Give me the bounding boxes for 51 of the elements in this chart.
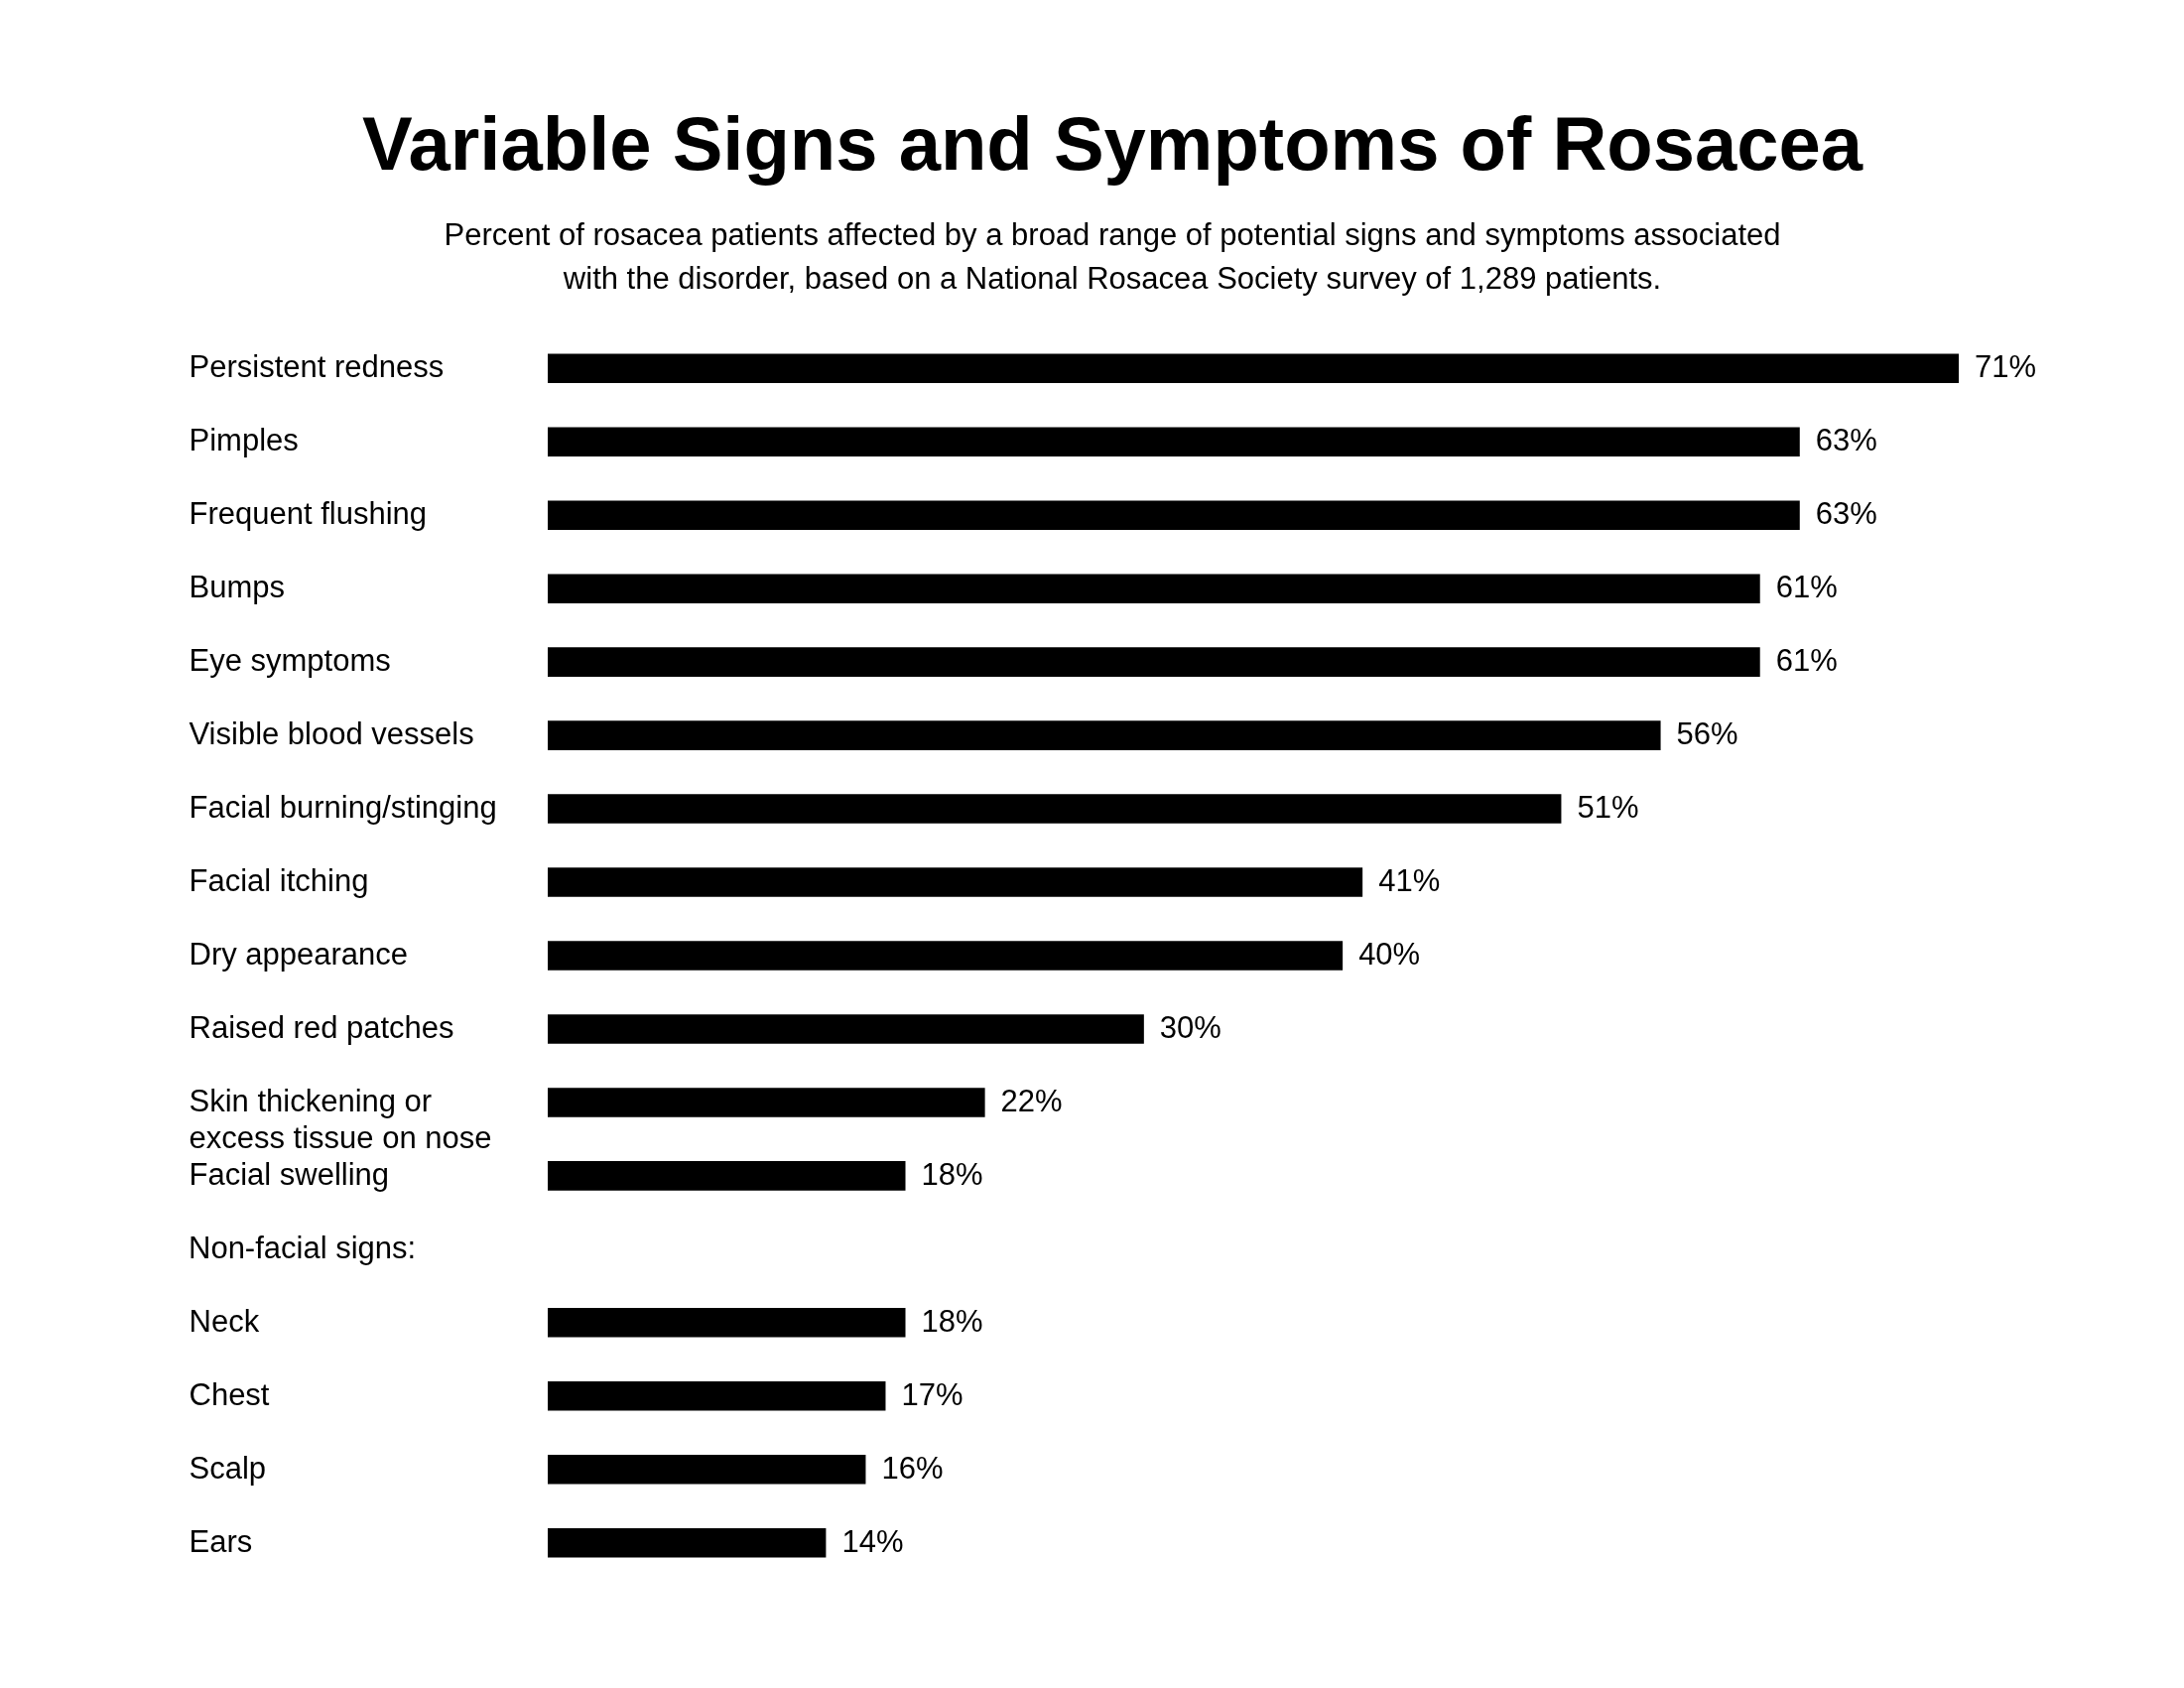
y-tick-label: Eye symptoms bbox=[189, 643, 391, 679]
y-tick-label: Bumps bbox=[189, 570, 285, 605]
chart-subtitle: Percent of rosacea patients affected by a broad range of potential signs and symptoms associated with the disorder, based on a National Rosacea Society survey of 1,289 patients. bbox=[444, 217, 1781, 296]
y-tick-label: Skin thickening or excess tissue on nose bbox=[189, 1083, 492, 1155]
bar bbox=[548, 1088, 985, 1117]
data-label: 40% bbox=[1358, 937, 1421, 972]
bar bbox=[548, 1380, 886, 1411]
y-tick-label: Persistent redness bbox=[189, 349, 445, 385]
bar bbox=[548, 867, 1363, 897]
bar bbox=[548, 1014, 1144, 1044]
text: Non-facial signs: bbox=[189, 1230, 417, 1265]
data-label: 16% bbox=[881, 1450, 944, 1486]
y-tick-label: Facial swelling bbox=[189, 1156, 390, 1192]
y-tick-label: Raised red patches bbox=[189, 1009, 454, 1045]
bar bbox=[548, 1308, 906, 1338]
data-label: 63% bbox=[1815, 423, 1877, 458]
data-label: 71% bbox=[1975, 349, 2037, 385]
y-tick-label: Facial burning/stinging bbox=[189, 790, 497, 826]
bar bbox=[548, 1454, 866, 1485]
bar bbox=[548, 427, 1800, 457]
y-tick-label: Scalp bbox=[189, 1450, 267, 1486]
data-label: 18% bbox=[921, 1303, 983, 1339]
data-label: 61% bbox=[1775, 643, 1838, 679]
y-tick-label: Pimples bbox=[189, 423, 299, 458]
data-label: 30% bbox=[1159, 1009, 1221, 1045]
bar bbox=[548, 1527, 827, 1558]
data-label: 51% bbox=[1577, 790, 1639, 826]
bar bbox=[548, 500, 1800, 531]
y-tick-label: Ears bbox=[189, 1523, 253, 1559]
bar bbox=[548, 574, 1760, 603]
data-label: 61% bbox=[1775, 570, 1838, 605]
y-tick-label: Dry appearance bbox=[189, 937, 409, 972]
data-label: 56% bbox=[1676, 716, 1738, 752]
data-label: 14% bbox=[841, 1523, 904, 1559]
data-label: 17% bbox=[901, 1376, 964, 1412]
data-label: 22% bbox=[1000, 1083, 1063, 1118]
y-tick-label: Chest bbox=[189, 1376, 270, 1412]
bar bbox=[548, 1161, 906, 1191]
bar bbox=[548, 794, 1562, 824]
y-tick-label: Neck bbox=[189, 1303, 260, 1339]
data-label: 63% bbox=[1815, 496, 1877, 532]
y-tick-label: Facial itching bbox=[189, 863, 369, 899]
data-label: 41% bbox=[1378, 863, 1441, 899]
bar bbox=[548, 647, 1760, 677]
bar bbox=[548, 720, 1661, 750]
y-tick-label: Frequent flushing bbox=[189, 496, 428, 532]
bar bbox=[548, 353, 1959, 384]
y-tick-label: Visible blood vessels bbox=[189, 716, 474, 752]
chart-title: Variable Signs and Symptoms of Rosacea bbox=[361, 101, 1863, 186]
bar bbox=[548, 941, 1344, 971]
data-label: 18% bbox=[921, 1156, 983, 1192]
